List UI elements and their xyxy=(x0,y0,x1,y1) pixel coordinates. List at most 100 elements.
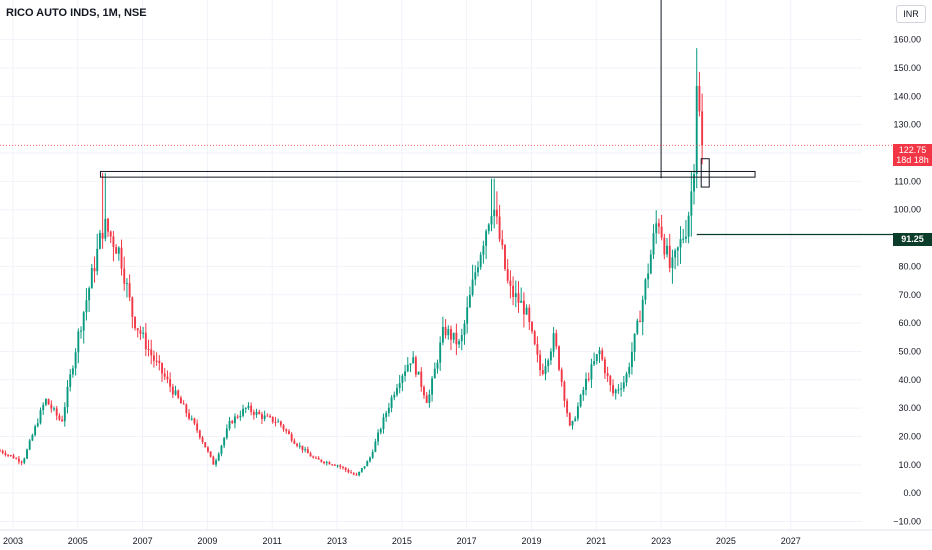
candle-body xyxy=(266,415,269,417)
candle-body xyxy=(93,268,96,272)
candle-body xyxy=(85,300,88,313)
candle-body xyxy=(390,397,393,408)
currency-button[interactable]: INR xyxy=(896,5,926,23)
candle-body xyxy=(660,226,663,238)
candle-body xyxy=(590,364,593,380)
candle-body xyxy=(682,238,685,240)
candle-body xyxy=(655,223,658,234)
candle-body xyxy=(450,329,452,340)
candle-body xyxy=(174,390,177,395)
candle-body xyxy=(568,413,571,426)
candle-body xyxy=(420,371,423,387)
candle-body xyxy=(223,437,226,446)
candle-body xyxy=(387,407,390,414)
time-tick-label: 2017 xyxy=(457,536,477,546)
candle-body xyxy=(339,465,342,467)
candle-body xyxy=(520,300,523,303)
candle-body xyxy=(369,457,371,462)
candle-body xyxy=(117,247,120,254)
candle-body xyxy=(26,449,28,459)
candle-body xyxy=(136,328,139,331)
candle-body xyxy=(285,429,288,432)
candle-body xyxy=(506,268,509,281)
candle-body xyxy=(169,379,172,387)
candle-body xyxy=(687,215,690,237)
candle-body xyxy=(15,458,18,460)
candle-body xyxy=(158,360,161,364)
candle-body xyxy=(396,388,398,395)
candle-body xyxy=(109,231,112,237)
price-tick-label: 60.00 xyxy=(898,318,921,328)
candle-body xyxy=(298,445,301,447)
candle-body xyxy=(315,457,317,459)
candle-body xyxy=(90,268,93,289)
candle-body xyxy=(274,421,277,423)
candle-body xyxy=(447,329,450,336)
candle-body xyxy=(66,386,69,408)
candle-body xyxy=(509,280,512,286)
candle-body xyxy=(479,254,482,268)
candle-body xyxy=(636,320,639,334)
candle-body xyxy=(47,399,50,405)
candle-body xyxy=(155,360,158,362)
candle-body xyxy=(290,434,293,441)
candle-body xyxy=(58,415,61,420)
candle-body xyxy=(255,411,258,415)
price-tick-label: 70.00 xyxy=(898,290,921,300)
candle-body xyxy=(625,373,628,383)
candle-body xyxy=(306,449,309,454)
price-tick-label: 80.00 xyxy=(898,261,921,271)
price-tick-label: 140.00 xyxy=(893,91,921,101)
price-tick-label: −10.00 xyxy=(893,516,921,526)
candle-body xyxy=(209,451,212,457)
candle-body xyxy=(522,300,525,315)
candle-body xyxy=(125,283,128,285)
time-tick-label: 2021 xyxy=(586,536,606,546)
candle-body xyxy=(617,389,620,391)
resistance-zone-rectangle xyxy=(99,170,756,178)
candle-body xyxy=(458,341,461,345)
candle-body xyxy=(622,382,625,389)
price-tick-label: 110.00 xyxy=(894,176,921,186)
candle-body xyxy=(42,404,45,411)
candle-body xyxy=(549,351,552,361)
candle-body xyxy=(425,395,428,403)
candle-body xyxy=(217,453,220,461)
candle-body xyxy=(190,418,193,420)
price-tick-label: 20.00 xyxy=(898,431,921,441)
candle-body xyxy=(676,247,679,251)
candle-body xyxy=(566,400,569,414)
price-tick-label: 50.00 xyxy=(898,346,921,356)
candle-body xyxy=(1,450,4,453)
last-price-value: 122.75 xyxy=(898,145,927,155)
candle-body xyxy=(649,254,652,274)
candle-body xyxy=(301,445,304,451)
candle-body xyxy=(630,351,633,368)
candle-body xyxy=(385,413,388,418)
time-tick-label: 2015 xyxy=(392,536,412,546)
candle-body xyxy=(150,349,153,356)
candle-body xyxy=(433,368,436,379)
candle-body xyxy=(320,459,323,462)
candle-body xyxy=(693,173,695,192)
candle-body xyxy=(657,223,660,227)
candle-body xyxy=(261,414,263,419)
candle-body xyxy=(468,294,471,308)
candle-body xyxy=(598,350,601,355)
candle-body xyxy=(342,466,344,468)
candle-body xyxy=(595,354,598,362)
candle-body xyxy=(309,453,312,457)
candle-body xyxy=(323,461,326,464)
candle-body xyxy=(142,332,145,334)
candle-body xyxy=(77,331,80,353)
candle-body xyxy=(28,440,31,450)
candle-body xyxy=(666,245,668,255)
candle-body xyxy=(220,445,223,454)
candle-body xyxy=(501,239,504,246)
time-tick-label: 2025 xyxy=(716,536,736,546)
candle-body xyxy=(271,416,274,422)
candle-body xyxy=(609,375,612,386)
time-tick-label: 2011 xyxy=(263,536,282,546)
